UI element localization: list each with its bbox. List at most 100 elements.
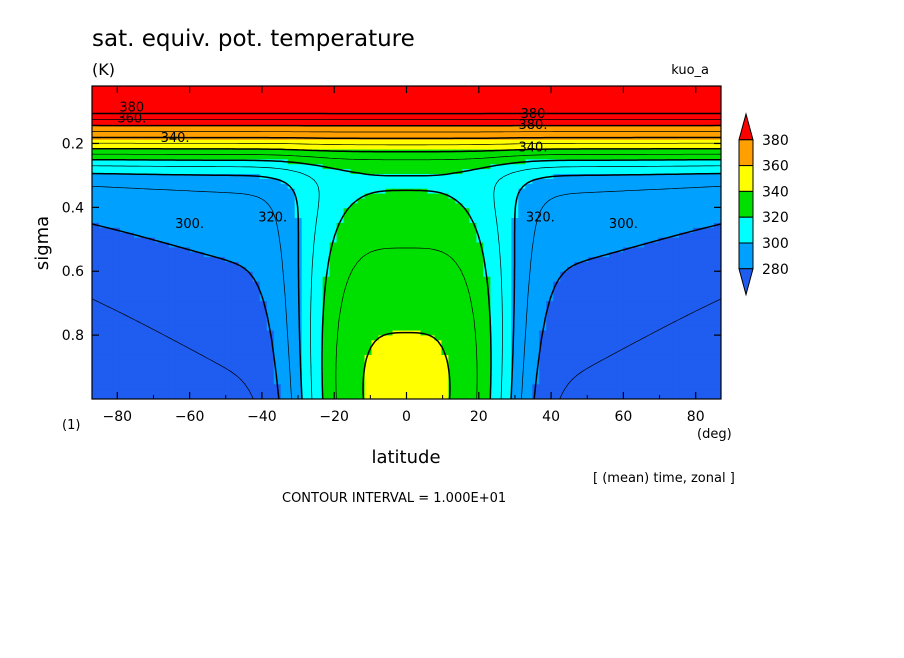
field-cell [518,306,526,312]
field-cell [203,310,212,317]
field-cell [350,340,359,346]
field-cell [161,330,170,337]
field-cell [154,271,163,278]
field-cell [92,203,100,209]
field-cell [413,237,422,244]
field-cell [252,262,261,268]
field-cell [343,242,352,248]
field-cell [644,159,652,165]
field-cell [336,159,345,165]
field-cell [595,125,603,131]
field-cell [98,222,107,229]
field-cell [119,335,128,341]
field-cell [427,306,436,312]
field-cell [385,315,394,322]
field-cell [92,306,100,312]
field-cell [336,306,345,312]
field-cell [588,222,596,229]
field-cell [98,139,107,146]
field-cell [651,262,659,268]
field-cell [427,237,436,244]
field-cell [217,169,226,175]
field-cell [203,242,212,248]
field-cell [616,95,624,102]
field-cell [539,193,547,200]
field-cell [462,164,470,170]
field-cell [595,271,603,278]
field-cell [329,252,338,258]
field-cell [266,90,275,97]
field-cell [560,345,568,351]
field-cell [714,281,721,288]
field-cell [707,105,715,112]
field-cell [427,159,436,165]
field-cell [644,247,652,253]
field-cell [532,320,540,327]
field-cell [266,149,275,156]
field-cell [686,227,694,234]
field-cell [553,183,561,190]
field-cell [203,286,212,293]
field-cell [609,95,617,102]
field-cell [182,178,191,185]
field-cell [420,183,429,190]
field-cell [392,335,401,341]
field-cell [252,350,261,356]
field-cell [287,247,296,253]
field-cell [595,144,603,151]
field-cell [700,86,708,92]
field-cell [92,218,100,224]
field-cell [308,306,317,312]
field-cell [301,296,310,302]
field-cell [371,335,380,341]
field-cell [168,247,177,253]
field-cell [357,325,366,332]
field-cell [266,350,275,356]
field-cell [399,266,408,273]
field-cell [441,286,450,293]
field-cell [140,100,149,107]
field-cell [112,222,121,229]
field-cell [630,174,638,180]
field-cell [245,130,254,136]
field-cell [413,174,422,180]
field-cell [609,281,617,288]
field-cell [623,208,631,214]
field-cell [483,169,491,175]
field-cell [490,105,498,112]
field-cell [574,350,582,356]
field-cell [371,183,380,190]
field-cell [343,95,352,102]
field-cell [168,237,177,244]
field-cell [126,271,135,278]
field-cell [399,164,408,170]
field-cell [707,125,715,131]
field-cell [420,125,429,131]
field-cell [217,222,226,229]
field-cell [273,144,282,151]
field-cell [238,306,247,312]
field-cell [154,120,163,126]
field-cell [175,198,184,204]
field-cell [329,345,338,351]
field-cell [413,164,422,170]
field-cell [427,286,436,293]
field-cell [413,325,422,332]
field-cell [245,340,254,346]
field-cell [357,115,366,121]
field-cell [308,335,317,341]
field-cell [210,90,219,97]
field-cell [364,183,373,190]
field-cell [105,222,114,229]
field-cell [420,86,429,92]
field-cell [616,125,624,131]
field-cell [399,213,408,219]
field-cell [378,257,387,263]
field-cell [140,183,149,190]
field-cell [175,90,184,97]
field-cell [147,350,156,356]
field-cell [623,320,631,327]
field-cell [504,144,512,151]
field-cell [273,95,282,102]
field-cell [287,213,296,219]
